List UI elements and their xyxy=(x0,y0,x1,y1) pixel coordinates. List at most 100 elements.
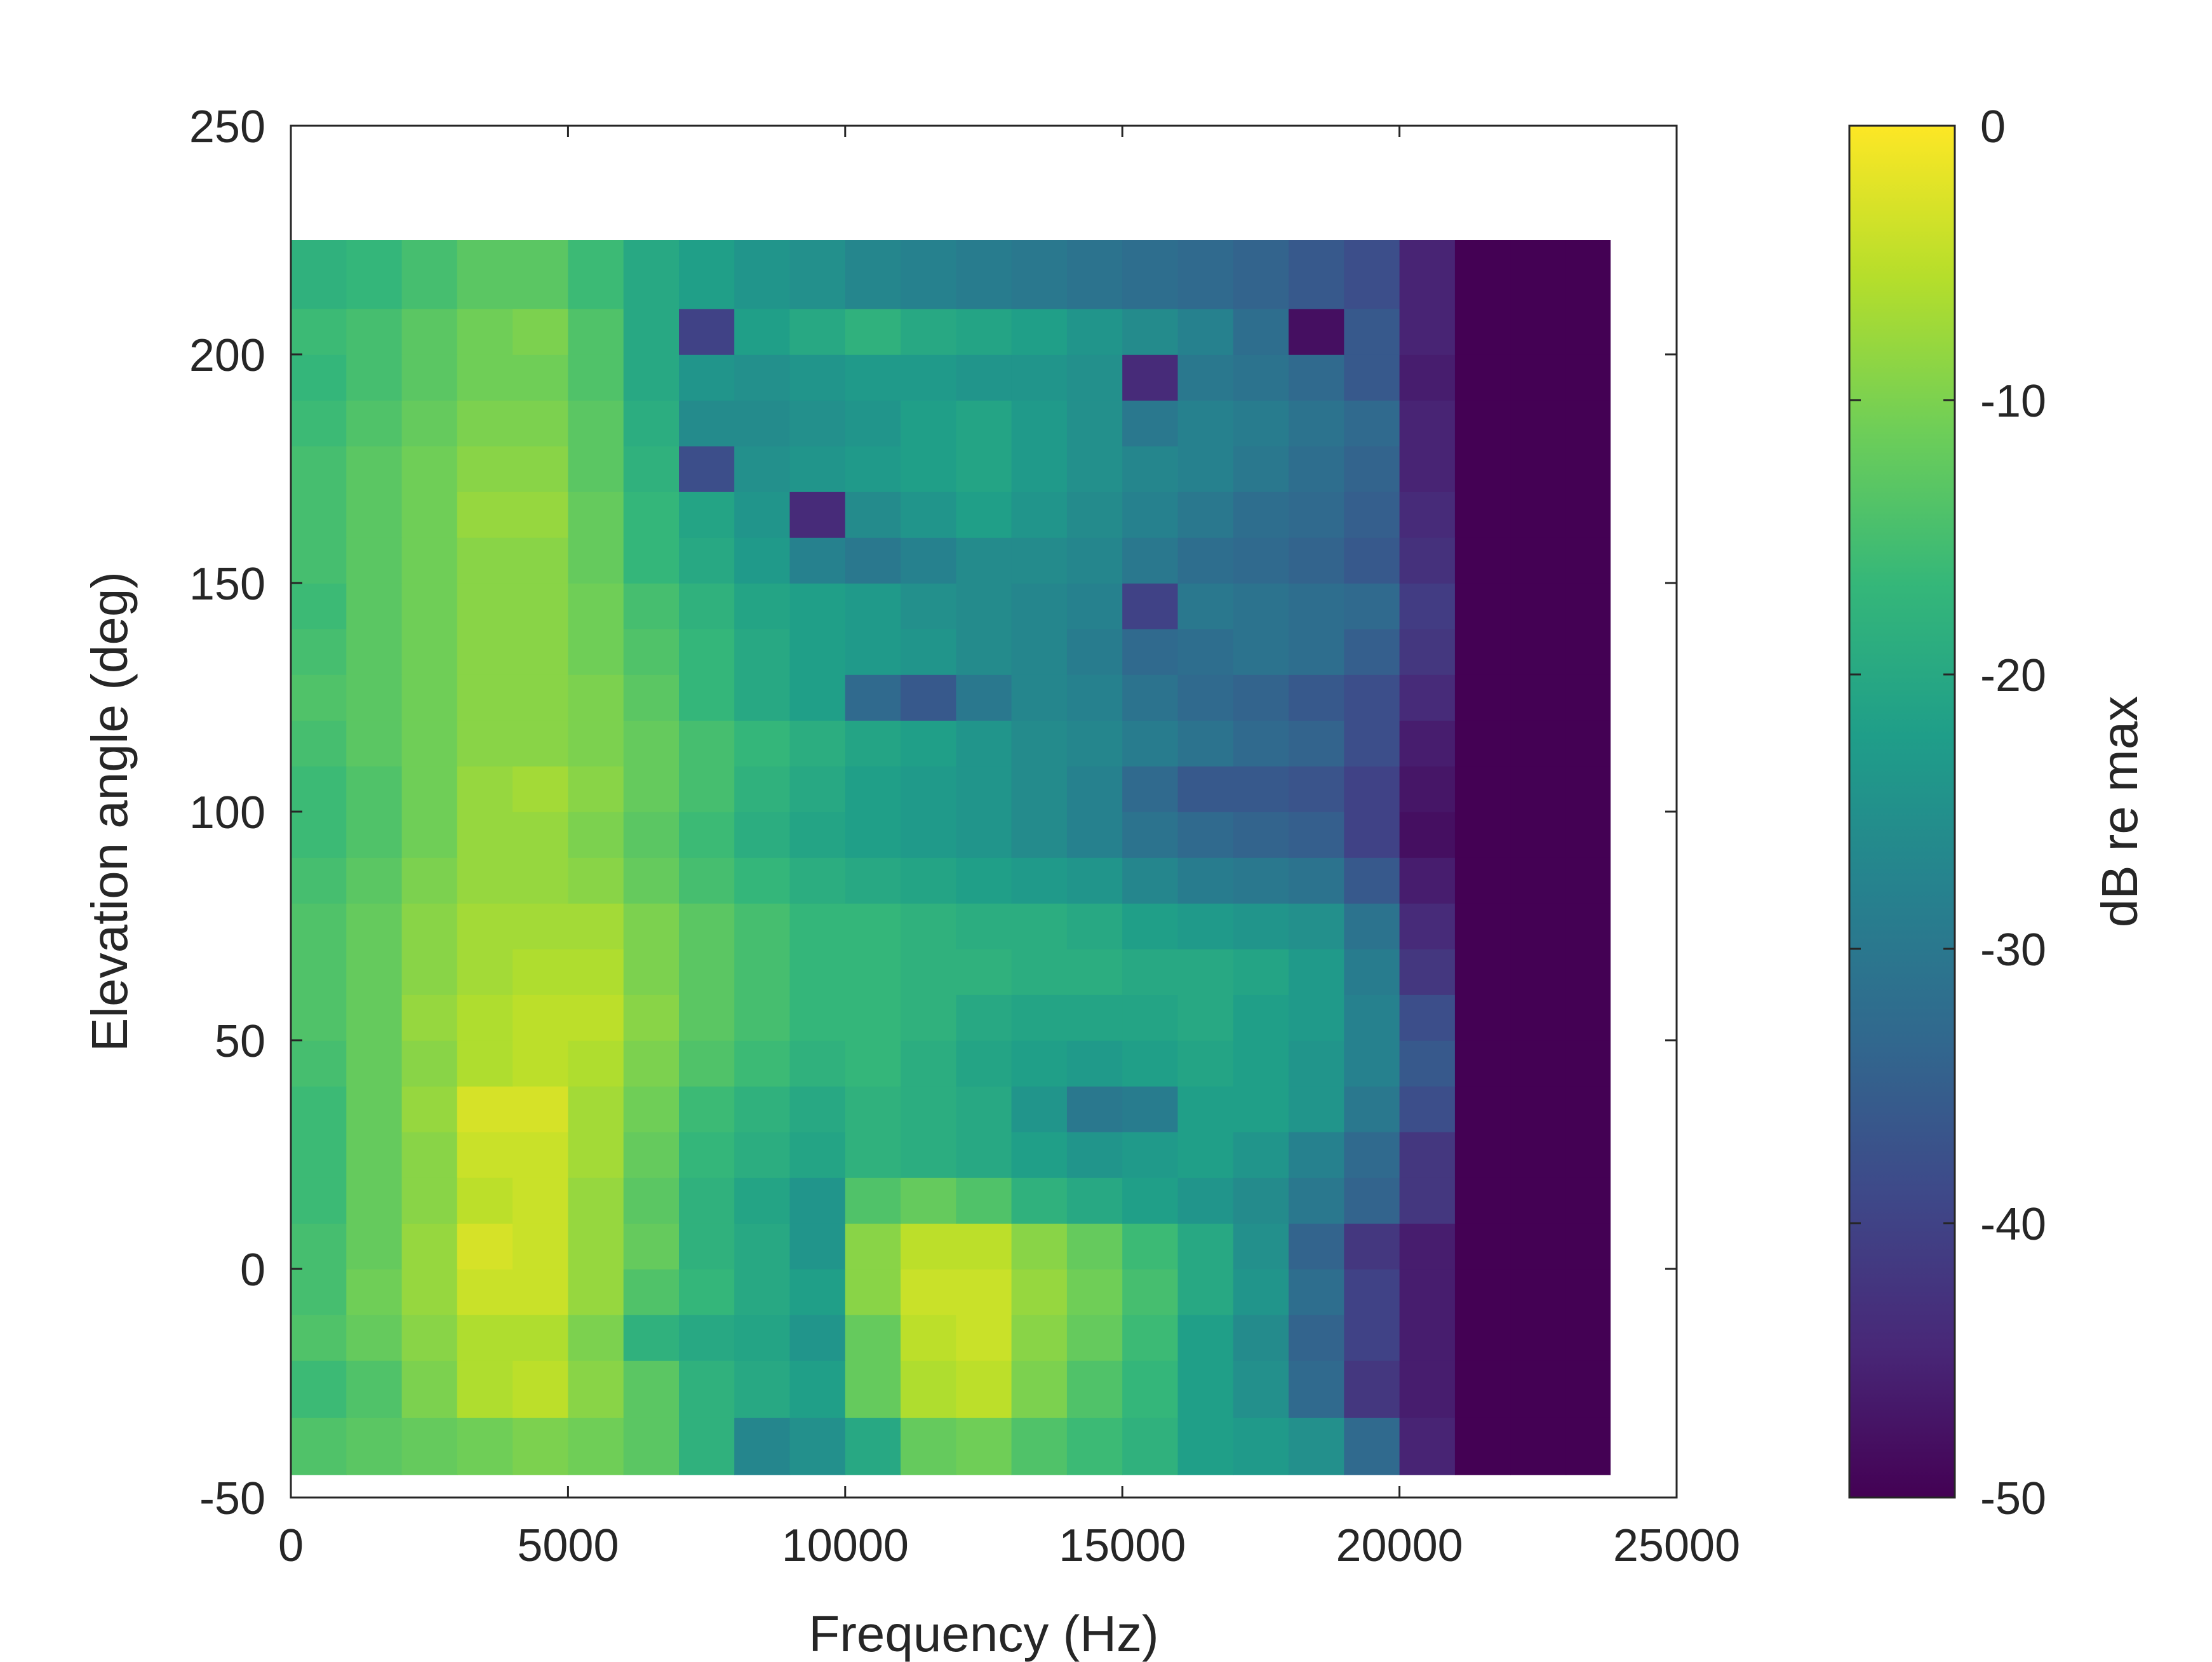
heatmap-cell xyxy=(1177,354,1234,401)
heatmap-cell xyxy=(1399,400,1456,446)
heatmap-cell xyxy=(845,1315,901,1361)
heatmap-cell xyxy=(623,1269,680,1315)
heatmap-cell xyxy=(568,1269,624,1315)
heatmap-cell xyxy=(1454,1417,1511,1475)
heatmap-cell xyxy=(1510,354,1567,401)
heatmap-cell xyxy=(901,1086,957,1132)
heatmap-cell xyxy=(956,720,1012,767)
heatmap-cell xyxy=(1289,1177,1345,1224)
heatmap-cell xyxy=(1565,949,1611,995)
heatmap-cell xyxy=(1565,1086,1611,1132)
colorbar-tick-label: -10 xyxy=(1980,376,2046,427)
heatmap-cell xyxy=(568,720,624,767)
heatmap-cell xyxy=(1233,537,1289,584)
heatmap-cell xyxy=(1066,1223,1123,1270)
heatmap-cell xyxy=(1289,537,1345,584)
heatmap-cell xyxy=(1510,812,1567,858)
heatmap-cell xyxy=(789,1223,846,1270)
heatmap-cell xyxy=(1289,903,1345,949)
heatmap-cell xyxy=(568,492,624,538)
heatmap-cell xyxy=(291,309,347,355)
heatmap-cell xyxy=(901,1269,957,1315)
heatmap-cell xyxy=(1454,1360,1511,1418)
heatmap-cell xyxy=(513,857,569,904)
heatmap-cell xyxy=(1565,857,1611,904)
heatmap-cell xyxy=(1066,720,1123,767)
heatmap-cell xyxy=(1454,1315,1511,1361)
y-tick-label: -50 xyxy=(199,1473,265,1524)
y-tick-label: 200 xyxy=(189,330,265,381)
heatmap-cell xyxy=(956,309,1012,355)
heatmap-cell xyxy=(1066,1315,1123,1361)
heatmap-cell xyxy=(1289,583,1345,629)
heatmap-cell xyxy=(1233,1315,1289,1361)
heatmap-cell xyxy=(1510,583,1567,629)
heatmap-cell xyxy=(401,1132,458,1178)
heatmap-cell xyxy=(734,1269,791,1315)
heatmap-cell xyxy=(291,674,347,721)
colorbar-tick-label: -20 xyxy=(1980,650,2046,701)
heatmap-cell xyxy=(1066,766,1123,812)
heatmap-cell xyxy=(901,446,957,492)
heatmap-cell xyxy=(1122,903,1179,949)
heatmap-cell xyxy=(513,812,569,858)
heatmap-cell xyxy=(1233,446,1289,492)
heatmap-cell xyxy=(1454,674,1511,721)
heatmap-cell xyxy=(845,1177,901,1224)
heatmap-cell xyxy=(1122,1223,1179,1270)
heatmap-cell xyxy=(568,674,624,721)
heatmap-cell xyxy=(568,583,624,629)
heatmap-cell xyxy=(956,446,1012,492)
heatmap-cell xyxy=(1289,766,1345,812)
heatmap-cell xyxy=(401,629,458,675)
heatmap-cell xyxy=(1289,1315,1345,1361)
heatmap-cell xyxy=(623,1177,680,1224)
heatmap-cell xyxy=(568,949,624,995)
heatmap-cell xyxy=(956,240,1012,309)
heatmap-cell xyxy=(789,995,846,1041)
heatmap-cell xyxy=(346,995,403,1041)
heatmap-cell xyxy=(1454,720,1511,767)
heatmap-cell xyxy=(901,629,957,675)
heatmap-cell xyxy=(346,309,403,355)
heatmap-cell xyxy=(734,537,791,584)
heatmap-cell xyxy=(679,446,735,492)
heatmap-cell xyxy=(1344,446,1400,492)
heatmap-cell xyxy=(513,720,569,767)
heatmap-cell xyxy=(1565,995,1611,1041)
heatmap-cell xyxy=(1454,537,1511,584)
heatmap-cell xyxy=(956,949,1012,995)
heatmap-cell xyxy=(346,446,403,492)
heatmap-cell xyxy=(679,857,735,904)
heatmap-cell xyxy=(734,354,791,401)
heatmap-cell xyxy=(1510,1132,1567,1178)
heatmap-cell xyxy=(1289,629,1345,675)
y-tick-label: 250 xyxy=(189,102,265,152)
heatmap-cell xyxy=(1177,1177,1234,1224)
heatmap-cell xyxy=(457,446,513,492)
heatmap-cell xyxy=(1122,400,1179,446)
heatmap-cell xyxy=(1510,903,1567,949)
heatmap-cell xyxy=(956,995,1012,1041)
heatmap-cell xyxy=(1177,629,1234,675)
heatmap-cell xyxy=(1122,1315,1179,1361)
heatmap-cell xyxy=(1122,492,1179,538)
heatmap-cell xyxy=(1454,1040,1511,1087)
heatmap-cell xyxy=(568,857,624,904)
heatmap-cell xyxy=(1177,995,1234,1041)
heatmap-cell xyxy=(845,240,901,309)
heatmap-cell xyxy=(1122,1086,1179,1132)
heatmap-cell xyxy=(1066,1177,1123,1224)
heatmap-cell xyxy=(901,857,957,904)
heatmap-cell xyxy=(291,1417,347,1475)
heatmap-cell xyxy=(1122,1132,1179,1178)
heatmap-cell xyxy=(291,492,347,538)
heatmap-cell xyxy=(568,995,624,1041)
heatmap-cell xyxy=(1454,1177,1511,1224)
heatmap-cell xyxy=(457,674,513,721)
heatmap-cell xyxy=(679,492,735,538)
heatmap-cell xyxy=(901,1040,957,1087)
heatmap-cell xyxy=(1233,903,1289,949)
heatmap-cell xyxy=(1454,766,1511,812)
heatmap-cell xyxy=(1399,446,1456,492)
